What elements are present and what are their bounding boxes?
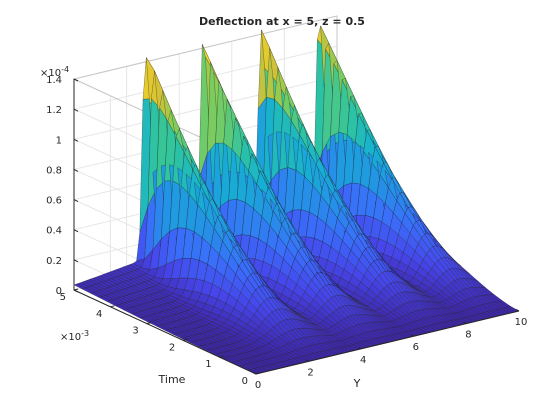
deflection-axis-tick-label: 1: [56, 135, 62, 146]
y-axis-tick: [515, 309, 520, 312]
y-axis-tick-label: 6: [413, 342, 419, 353]
deflection-axis-tick: [73, 168, 79, 172]
time-axis-line: [73, 289, 257, 375]
time-axis-tick: [219, 355, 224, 358]
deflection-axis-tick-label: 0.4: [46, 226, 62, 237]
time-axis-tick-label: 0: [242, 376, 248, 387]
deflection-axis-tick-label: 1.2: [46, 105, 62, 116]
deflection-axis-tick: [73, 199, 79, 203]
time-axis-tick: [183, 338, 188, 341]
y-axis-tick-label: 10: [515, 317, 528, 328]
deflection-axis-tick: [73, 289, 79, 293]
time-axis-tick-label: 3: [132, 326, 138, 337]
y-axis-line: [255, 310, 520, 375]
deflection-axis-tick: [73, 78, 79, 82]
y-axis-tick-label: 4: [360, 355, 366, 366]
deflection-axis-tick: [73, 108, 79, 112]
deflection-axis-tick-label: 1.4: [46, 75, 62, 86]
y-axis-tick-label: 8: [465, 330, 471, 341]
x-axis-label: Y: [353, 377, 361, 390]
time-axis-tick-label: 1: [205, 359, 211, 370]
y-axis-tick-label: 2: [307, 367, 313, 378]
deflection-surface: [73, 25, 520, 375]
deflection-axis-tick-label: 0.8: [46, 165, 62, 176]
y-axis-label: Time: [158, 373, 186, 386]
y-axis-tick: [252, 372, 257, 375]
chart-title: Deflection at x = 5, z = 0.5: [199, 15, 365, 28]
time-axis-tick-label: 2: [169, 342, 175, 353]
deflection-axis-tick-label: 0.6: [46, 196, 62, 207]
z-exponent-label: ×10-4: [40, 65, 69, 79]
time-axis-tick-label: 5: [60, 292, 66, 303]
y-axis-tick: [410, 334, 415, 337]
time-axis-tick: [146, 322, 151, 325]
deflection-axis-tick: [73, 229, 79, 233]
deflection-axis-tick: [73, 259, 79, 263]
time-axis-tick: [110, 305, 115, 308]
y-axis-tick: [357, 346, 362, 350]
deflection-axis-tick-label: 0.2: [46, 256, 62, 267]
y-axis-tick-label: 0: [255, 380, 261, 391]
time-axis-tick: [255, 372, 261, 375]
axes-frame: [73, 79, 520, 375]
y-axis-tick: [305, 359, 309, 362]
y-axis-tick: [463, 321, 467, 325]
deflection-axis-tick-label: 0: [56, 286, 62, 297]
y-exponent-label: ×10-3: [60, 329, 89, 343]
deflection-axis-tick: [73, 138, 79, 142]
time-axis-tick-label: 4: [96, 309, 102, 320]
